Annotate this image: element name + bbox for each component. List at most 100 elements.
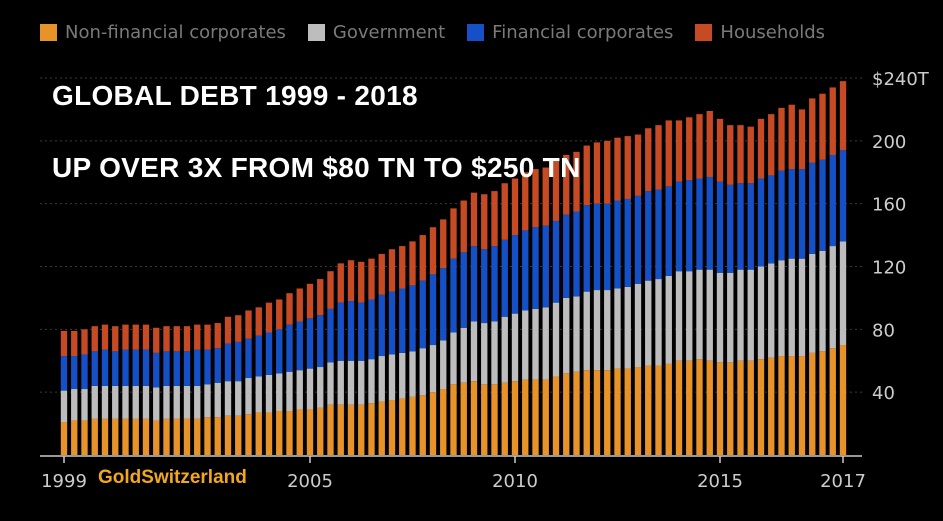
bar-segment [296, 409, 303, 455]
bar-segment [429, 227, 437, 275]
bar-segment [142, 385, 150, 419]
bar-segment [317, 279, 324, 316]
bar-segment [645, 365, 652, 455]
bar-segment [727, 272, 734, 363]
bar-segment [655, 365, 662, 455]
bar-segment [265, 374, 273, 413]
bar-segment [614, 368, 621, 455]
bar-segment [481, 384, 488, 455]
bar-segment [132, 324, 139, 350]
bar-segment [522, 310, 529, 380]
legend: Non-financial corporates Government Financ… [40, 18, 825, 46]
bar-segment [819, 351, 826, 455]
bar-segment [511, 313, 519, 382]
bar-segment [675, 360, 683, 455]
bar-segment [337, 404, 344, 455]
bar-segment [563, 154, 570, 215]
bar-segment [798, 109, 806, 170]
y-tick-label: 80 [872, 320, 895, 341]
x-tick-label: 2017 [820, 471, 866, 492]
bar-segment [706, 110, 713, 177]
bar-segment [276, 299, 283, 330]
bar-segment [604, 370, 611, 455]
bar-segment [798, 258, 806, 357]
bar-segment [573, 371, 580, 455]
bar-segment [429, 392, 437, 455]
bar-segment [839, 241, 847, 346]
bar-segment [419, 395, 426, 455]
bar-segment [716, 362, 724, 455]
legend-item: Financial corporates [467, 22, 673, 43]
bar-segment [224, 316, 232, 344]
bar-segment [317, 407, 324, 456]
bar-segment [173, 326, 180, 352]
bar-segment [665, 275, 672, 364]
bar-segment [501, 316, 508, 383]
legend-swatch [467, 23, 485, 41]
bar-segment [768, 263, 775, 358]
bar-segment [573, 296, 580, 372]
y-tick-label: 200 [872, 132, 906, 153]
bar-segment [778, 170, 785, 261]
bar-segment [788, 169, 795, 259]
bar-segment [224, 415, 232, 455]
bar-segment [809, 352, 816, 455]
bar-segment [757, 178, 765, 267]
bar-segment [491, 321, 498, 385]
bar-segment [60, 356, 68, 391]
bar-segment [450, 384, 457, 455]
bar-segment [306, 409, 314, 455]
bar-segment [112, 418, 119, 455]
bar-segment [224, 381, 232, 416]
bar-segment [163, 326, 170, 352]
bar-segment [542, 307, 549, 380]
bar-segment [511, 381, 519, 455]
bar-segment [563, 214, 570, 298]
bar-segment [112, 385, 119, 419]
bar-segment [204, 324, 211, 350]
x-tick-label: 1999 [41, 471, 87, 492]
bar-segment [204, 384, 211, 418]
bar-segment [614, 288, 621, 369]
bar-segment [378, 401, 385, 455]
bar-segment [481, 323, 488, 385]
bar-segment [737, 269, 744, 361]
bar-segment [122, 385, 129, 419]
bar-segment [347, 404, 355, 455]
bar-segment [829, 154, 836, 247]
bar-segment [563, 373, 570, 455]
bar-segment [624, 198, 631, 287]
bar-segment [60, 422, 68, 455]
bar-segment [491, 191, 498, 247]
bar-segment [296, 288, 303, 322]
bar-segment [829, 87, 836, 155]
bar-segment [214, 382, 221, 418]
bar-segment [706, 269, 713, 361]
bar-segment [460, 382, 467, 455]
bar-segment [306, 368, 314, 410]
bar-segment [757, 266, 765, 360]
bar-segment [378, 253, 385, 295]
bar-segment [91, 326, 98, 352]
bar-segment [470, 321, 478, 382]
bar-segment [296, 370, 303, 410]
bar-segment [204, 349, 211, 385]
bar-segment [655, 125, 662, 190]
bar-segment [132, 349, 139, 386]
bar-segment [450, 332, 457, 385]
bar-segment [645, 280, 652, 366]
bar-segment [347, 260, 355, 302]
chart-subtitle: UP OVER 3X FROM $80 TN TO $250 TN [52, 152, 581, 183]
bar-segment [440, 268, 447, 341]
bar-segment [809, 98, 816, 163]
bar-segment [153, 387, 160, 421]
bar-segment [122, 324, 129, 350]
bar-segment [532, 169, 539, 228]
bar-segment [706, 176, 713, 270]
legend-label: Non-financial corporates [65, 21, 286, 43]
bar-segment [798, 356, 806, 455]
bar-segment [604, 290, 611, 371]
bar-segment [552, 220, 560, 303]
bar-segment [327, 308, 334, 363]
bar-segment [112, 326, 119, 352]
